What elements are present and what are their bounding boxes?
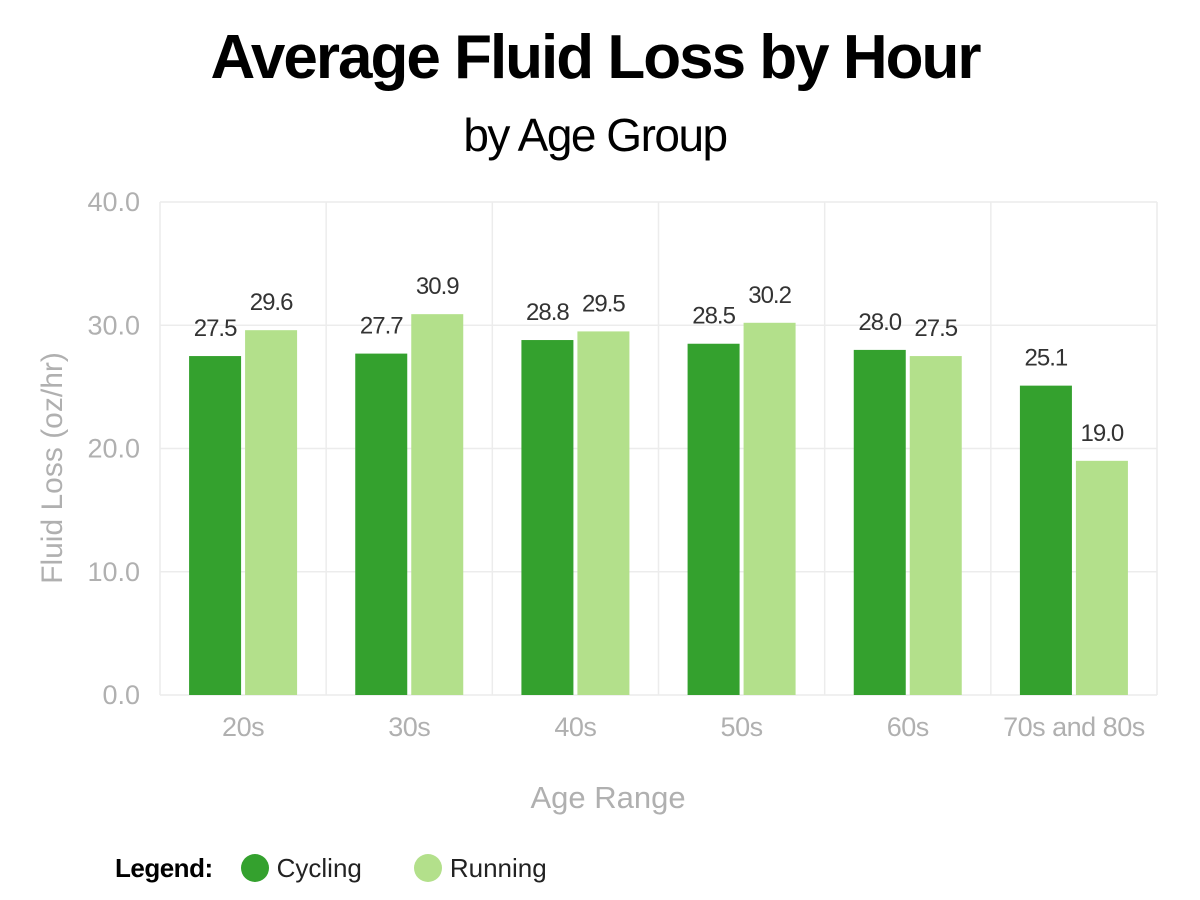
data-label: 27.5 — [194, 315, 237, 342]
x-tick-label: 40s — [554, 712, 596, 742]
y-tick-label: 40.0 — [87, 187, 140, 217]
legend-swatch-cycling — [240, 854, 269, 882]
data-label: 19.0 — [1081, 420, 1124, 447]
x-axis-label: Age Range — [530, 780, 685, 815]
bar-cycling-50s — [687, 343, 740, 695]
y-tick-label: 10.0 — [87, 557, 140, 587]
y-axis-label: Fluid Loss (oz/hr) — [36, 352, 69, 584]
data-label: 28.0 — [858, 309, 901, 336]
x-tick-label: 20s — [222, 712, 264, 742]
legend-title: Legend: — [115, 852, 213, 883]
x-tick-label: 50s — [721, 712, 763, 742]
legend-swatch-running — [413, 854, 442, 882]
bar-running-20s — [245, 330, 298, 695]
x-axis-ticks: 20s 30s 40s 50s 60s 70s and 80s — [222, 712, 1145, 742]
bar-cycling-40s — [521, 340, 574, 695]
chart-subtitle: by Age Group — [463, 109, 728, 161]
bar-running-60s — [909, 356, 962, 695]
chart-title: Average Fluid Loss by Hour — [210, 23, 981, 92]
legend-item-cycling: Cycling — [240, 852, 362, 884]
bar-cycling-30s — [355, 353, 408, 695]
x-tick-label: 60s — [887, 712, 929, 742]
legend-label-cycling: Cycling — [276, 852, 362, 883]
y-tick-label: 0.0 — [102, 680, 140, 710]
data-label: 25.1 — [1025, 345, 1068, 372]
bars — [189, 314, 1128, 695]
legend-item-running: Running — [413, 852, 547, 884]
y-axis-ticks: 0.0 10.0 20.0 30.0 40.0 — [87, 187, 140, 710]
data-label: 27.5 — [914, 315, 957, 342]
bar-running-70s-and-80s — [1075, 460, 1128, 695]
data-label: 30.2 — [748, 282, 791, 309]
x-tick-label: 30s — [388, 712, 430, 742]
data-label: 27.7 — [360, 313, 403, 340]
data-label: 29.5 — [582, 290, 625, 317]
y-tick-label: 20.0 — [87, 434, 140, 464]
data-label: 28.8 — [526, 299, 569, 326]
data-label: 29.6 — [250, 289, 293, 316]
bar-cycling-60s — [853, 349, 906, 695]
gridlines — [159, 201, 1158, 696]
data-label: 28.5 — [692, 303, 735, 330]
legend-label-running: Running — [449, 852, 547, 883]
bar-running-50s — [743, 322, 796, 695]
data-label: 30.9 — [416, 273, 459, 300]
data-labels: 27.5 29.6 27.7 30.9 28.8 29.5 28.5 30.2 28.0 27.5… — [194, 273, 1125, 447]
y-tick-label: 30.0 — [87, 310, 140, 340]
bar-cycling-20s — [189, 356, 242, 695]
bar-cycling-70s-and-80s — [1019, 385, 1072, 695]
bar-running-30s — [411, 314, 464, 695]
x-tick-label: 70s and 80s — [1003, 712, 1145, 742]
bar-running-40s — [577, 331, 630, 695]
legend: Legend: Cycling Running — [115, 850, 599, 886]
